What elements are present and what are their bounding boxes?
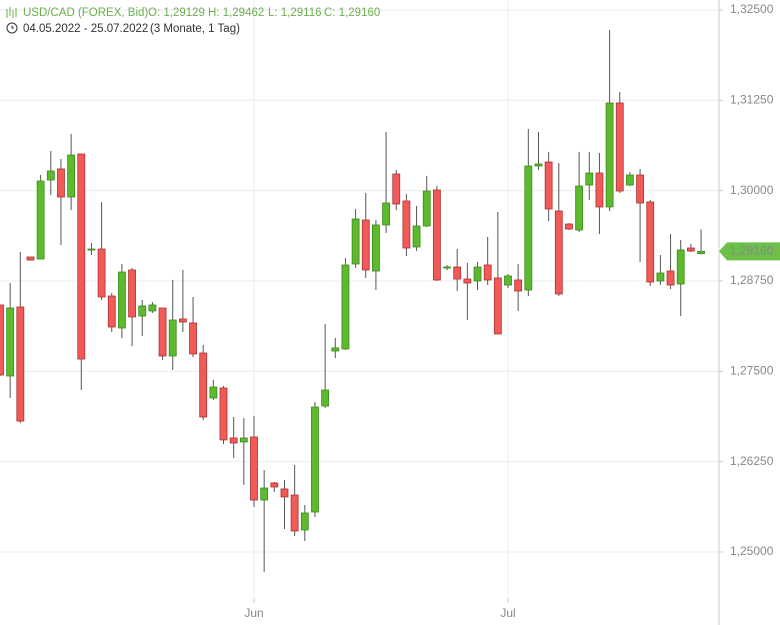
candle-body [697, 250, 705, 254]
candle-body [199, 352, 208, 418]
candle-body [473, 266, 482, 282]
x-tick-label: Jul [500, 606, 515, 620]
candle-body [0, 304, 4, 376]
y-tick-label: 1,30000 [730, 183, 774, 197]
candle-body [209, 386, 218, 399]
date-range: 04.05.2022 - 25.07.2022 [23, 23, 148, 35]
candle-body [392, 173, 401, 205]
y-tick-label: 1,25000 [730, 544, 774, 558]
candle-body [57, 168, 65, 198]
candle-body [26, 256, 35, 261]
candle-body [300, 512, 309, 531]
y-tick-label: 1,32500 [730, 2, 774, 16]
candle-body [565, 223, 573, 230]
candle-body [686, 247, 695, 252]
candle-body [158, 307, 167, 357]
y-tick-label: 1,27500 [730, 363, 774, 377]
candle-body [626, 174, 634, 186]
candle-body [605, 102, 614, 208]
candle-body [189, 322, 197, 355]
candle-body [534, 163, 543, 167]
candle-body [138, 305, 147, 317]
candle-body [46, 170, 55, 181]
candle-body [16, 306, 25, 422]
candle-body [6, 307, 15, 377]
candle-body [666, 270, 675, 286]
candle-body [67, 154, 76, 198]
candle-body [260, 487, 269, 501]
candle-body [554, 210, 563, 295]
last-price-tag [719, 242, 780, 261]
x-tick-label: Jun [244, 606, 263, 620]
candle-body [148, 304, 157, 312]
candle-body [544, 161, 553, 210]
candle-body [372, 224, 380, 272]
ohlc-low: L: 1,29116 [268, 7, 322, 19]
candle-body [412, 225, 421, 248]
candle-body [178, 318, 187, 323]
candle-body [493, 277, 502, 335]
clock-icon [6, 22, 18, 34]
ohlc-close: C: 1,29160 [324, 7, 380, 19]
candle-body [646, 201, 655, 283]
candle-body [229, 437, 238, 444]
header-icon [6, 7, 17, 18]
ohlc-open: O: 1,29129 [148, 7, 205, 19]
candle-body [676, 249, 685, 285]
candle-body [443, 266, 451, 269]
period: (3 Monate, 1 Tag) [150, 23, 240, 35]
candle-body [321, 389, 330, 407]
candle-body [595, 172, 604, 208]
candle-body [128, 269, 136, 318]
candle-body [280, 488, 289, 498]
candle-body [77, 153, 86, 360]
candle-body [504, 275, 512, 286]
candle-body [432, 189, 441, 281]
candles [0, 29, 705, 572]
candle-body [483, 264, 492, 281]
candle-body [585, 172, 594, 186]
candle-body [36, 180, 45, 260]
candle-body [107, 295, 116, 328]
candle-body [351, 218, 360, 265]
candle-body [118, 271, 126, 329]
candle-body [463, 278, 472, 284]
candle-body [402, 200, 411, 249]
candle-body [219, 387, 228, 441]
candle-body [514, 279, 523, 292]
candle-body [290, 494, 299, 532]
y-tick-label: 1,31250 [730, 92, 774, 106]
grid [0, 0, 719, 598]
candle-body [524, 165, 533, 291]
ohlc-high: H: 1,29462 [208, 7, 264, 19]
candle-body [311, 406, 319, 513]
candle-body [575, 185, 584, 231]
symbol: USD/CAD (FOREX, Bid) [23, 7, 148, 19]
candle-body [168, 319, 177, 357]
y-tick-label: 1,28750 [730, 273, 774, 287]
candle-body [250, 436, 258, 501]
candle-body [636, 174, 644, 204]
candle-body [97, 248, 106, 298]
candle-body [453, 266, 462, 280]
candle-body [422, 190, 431, 227]
candle-body [270, 482, 279, 488]
candle-body [87, 248, 96, 251]
candle-body [382, 202, 390, 226]
y-tick-label: 1,26250 [730, 454, 774, 468]
candle-body [656, 272, 665, 282]
candle-body [361, 219, 370, 271]
candle-body [239, 437, 248, 443]
candle-body [615, 102, 624, 192]
candle-body [331, 347, 340, 352]
candle-body [341, 264, 350, 350]
last-price-label: 1,29160 [730, 244, 774, 258]
